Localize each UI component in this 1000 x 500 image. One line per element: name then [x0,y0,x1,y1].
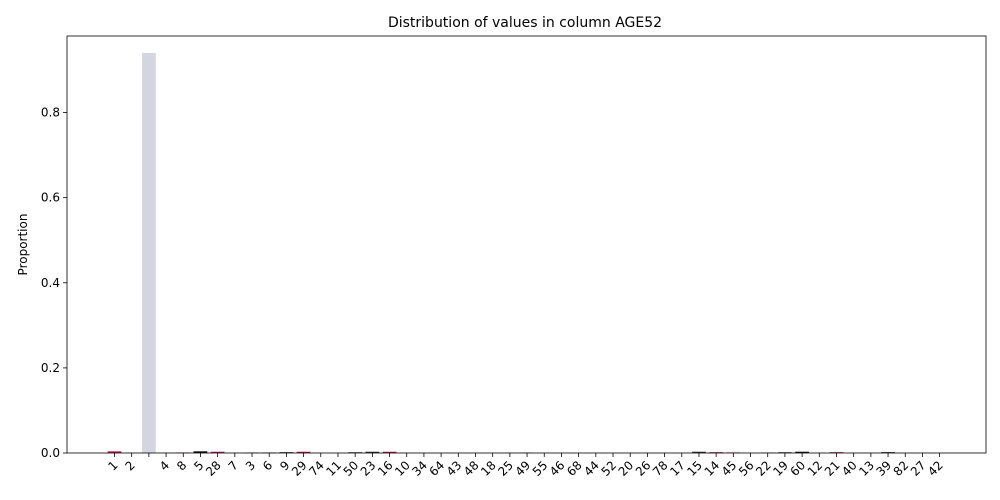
bar-8 [176,452,191,453]
y-tick-label: 0.8 [41,106,60,120]
plot-frame [66,35,987,454]
y-tick-label: 0.0 [41,446,60,460]
bar-29 [296,451,311,453]
y-axis-ticks: 0.0 0.2 0.4 0.6 0.8 [41,106,67,460]
bar-23 [365,451,380,453]
y-axis-label: Proportion [16,214,30,276]
bar-14 [709,452,724,453]
chart-title: Distribution of values in column AGE52 [388,15,662,31]
bar-9 [279,452,294,453]
x-tick-label: 7 [226,458,241,473]
bar-blank [142,53,156,453]
bar-60 [795,451,809,453]
x-tick-label: 42 [925,458,946,479]
bar-15 [692,451,706,453]
bar-6 [262,452,277,453]
x-tick-label: 1 [105,458,120,473]
x-tick-label: 8 [174,458,189,473]
bar-39 [881,452,895,453]
bar-21 [829,452,844,453]
bar-50 [348,452,363,453]
bars-group [107,53,947,453]
bar-28 [210,451,225,453]
y-tick-label: 0.4 [41,276,60,290]
y-tick-label: 0.2 [41,361,60,375]
bar-3 [245,452,259,453]
y-tick-label: 0.6 [41,191,60,205]
bar-1 [107,451,122,453]
bar-5 [193,451,208,453]
x-tick-label: 2 [123,458,138,473]
bar-16 [382,451,397,453]
bar-45 [726,451,741,453]
x-tick-label: 3 [243,458,258,473]
x-tick-label: 28 [203,458,224,479]
x-tick-label: 4 [157,458,172,473]
x-axis-ticks: 1 2 4 8 528 7 3 6 929741150231610346443481825495… [105,453,946,479]
bar-19 [778,452,792,453]
x-tick-label: 6 [260,458,275,473]
